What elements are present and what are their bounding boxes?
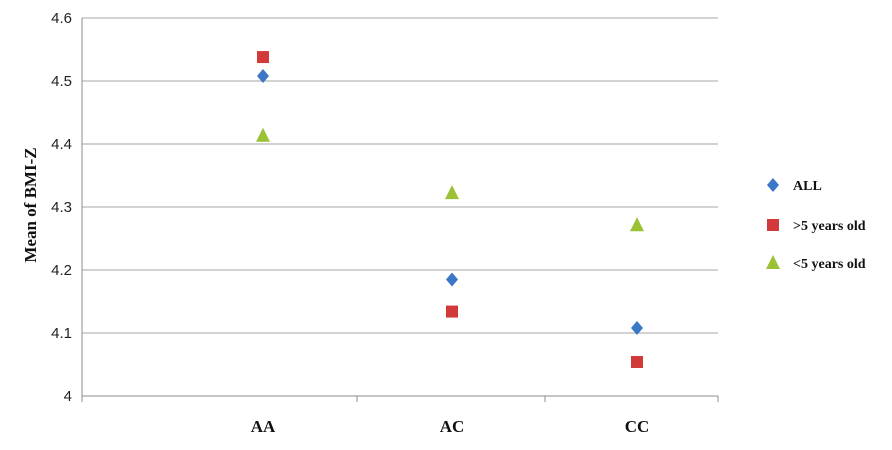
point-0-cc bbox=[631, 320, 643, 335]
legend: ALL >5 years old <5 years old bbox=[766, 178, 866, 272]
point-0-ac bbox=[446, 272, 458, 287]
x-tick-label-ac: AC bbox=[440, 417, 465, 436]
gridlines bbox=[82, 17, 718, 397]
y-tick-label: 4 bbox=[64, 388, 72, 405]
point-1-ac bbox=[446, 305, 458, 318]
legend-label-1: >5 years old bbox=[793, 219, 866, 234]
point-2-ac bbox=[445, 185, 459, 200]
y-tick-label: 4.4 bbox=[51, 136, 72, 153]
y-tick-label: 4.5 bbox=[51, 73, 72, 90]
x-tick-label-cc: CC bbox=[625, 417, 650, 436]
y-tick-label: 4.1 bbox=[51, 325, 72, 342]
point-1-cc bbox=[631, 355, 643, 368]
legend-marker-0 bbox=[767, 178, 779, 192]
point-0-aa bbox=[257, 68, 269, 83]
x-tick-label-aa: AA bbox=[251, 417, 276, 436]
y-axis-title: Mean of BMI-Z bbox=[21, 147, 40, 262]
legend-label-2: <5 years old bbox=[793, 257, 866, 272]
y-tick-label: 4.3 bbox=[51, 199, 72, 216]
x-axis: AA AC CC bbox=[81, 396, 719, 436]
y-tick-label: 4.2 bbox=[51, 262, 72, 279]
point-2-aa bbox=[256, 127, 270, 142]
point-1-aa bbox=[257, 51, 269, 64]
data-points bbox=[256, 51, 644, 368]
y-axis: 4 4.1 4.2 4.3 4.4 4.5 4.6 bbox=[51, 10, 83, 405]
point-2-cc bbox=[630, 217, 644, 232]
legend-marker-2 bbox=[766, 255, 780, 269]
y-tick-label: 4.6 bbox=[51, 10, 72, 27]
legend-label-0: ALL bbox=[793, 179, 822, 194]
legend-marker-1 bbox=[767, 219, 779, 231]
